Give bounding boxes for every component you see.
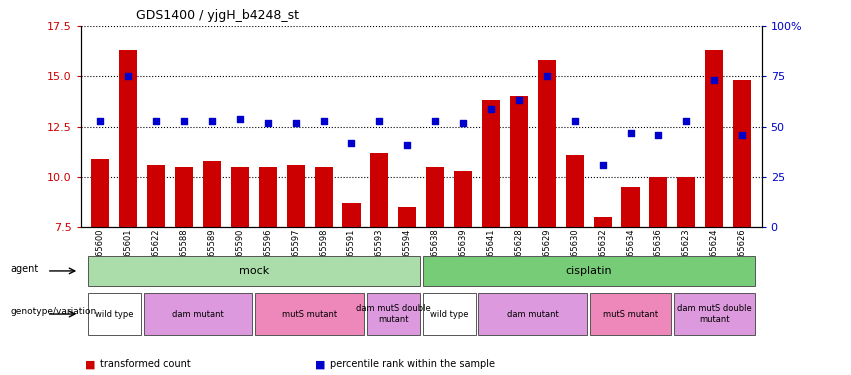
Bar [255,293,364,335]
Point [150,117,163,123]
Point [484,105,498,111]
Bar [259,166,277,227]
Bar [144,293,253,335]
Point [707,77,721,83]
Bar [370,153,388,227]
Bar [621,187,640,227]
Point [373,117,386,123]
Bar [175,166,193,227]
Point [624,130,637,136]
Point [317,117,330,123]
Bar [649,177,667,227]
Point [205,117,219,123]
Bar [119,50,137,227]
Text: dam mutant: dam mutant [172,310,224,319]
Text: percentile rank within the sample: percentile rank within the sample [330,359,495,369]
Point [288,120,302,126]
Bar [315,166,333,227]
Point [679,117,693,123]
Text: agent: agent [10,264,38,274]
Bar [482,100,500,227]
Bar [423,256,755,286]
Point [735,132,749,138]
Bar [677,177,695,227]
Bar [454,171,472,227]
Bar [478,293,587,335]
Bar [590,293,671,335]
Text: wild type: wild type [430,310,468,319]
Bar [88,256,420,286]
Text: transformed count: transformed count [100,359,191,369]
Bar [674,293,755,335]
Bar [342,203,361,227]
Point [177,117,191,123]
Text: mutS mutant: mutS mutant [282,310,337,319]
Point [345,140,358,146]
Point [428,117,442,123]
Bar [91,159,110,227]
Text: dam mutant: dam mutant [507,310,559,319]
Point [652,132,665,138]
Bar [593,217,612,227]
Text: wild type: wild type [95,310,134,319]
Point [233,116,247,122]
Text: cisplatin: cisplatin [565,266,612,276]
Bar [147,165,165,227]
Point [456,120,470,126]
Bar [733,80,751,227]
Text: dam mutS double
mutant: dam mutS double mutant [677,304,751,324]
Bar [426,166,444,227]
Text: GDS1400 / yjgH_b4248_st: GDS1400 / yjgH_b4248_st [136,9,300,22]
Bar [203,160,221,227]
Bar [367,293,420,335]
Bar [705,50,723,227]
Bar [231,166,249,227]
Text: ■: ■ [85,359,95,369]
Bar [88,293,140,335]
Bar [398,207,416,227]
Bar [510,96,528,227]
Text: ■: ■ [315,359,325,369]
Point [261,120,275,126]
Bar [538,60,556,227]
Point [122,74,135,80]
Point [512,98,526,104]
Point [401,142,414,148]
Text: dam mutS double
mutant: dam mutS double mutant [356,304,431,324]
Text: mock: mock [239,266,269,276]
Text: genotype/variation: genotype/variation [10,308,96,316]
Point [94,117,107,123]
Bar [566,154,584,227]
Text: mutS mutant: mutS mutant [603,310,658,319]
Point [540,74,554,80]
Bar [423,293,476,335]
Point [596,162,609,168]
Point [568,117,581,123]
Bar [287,165,305,227]
